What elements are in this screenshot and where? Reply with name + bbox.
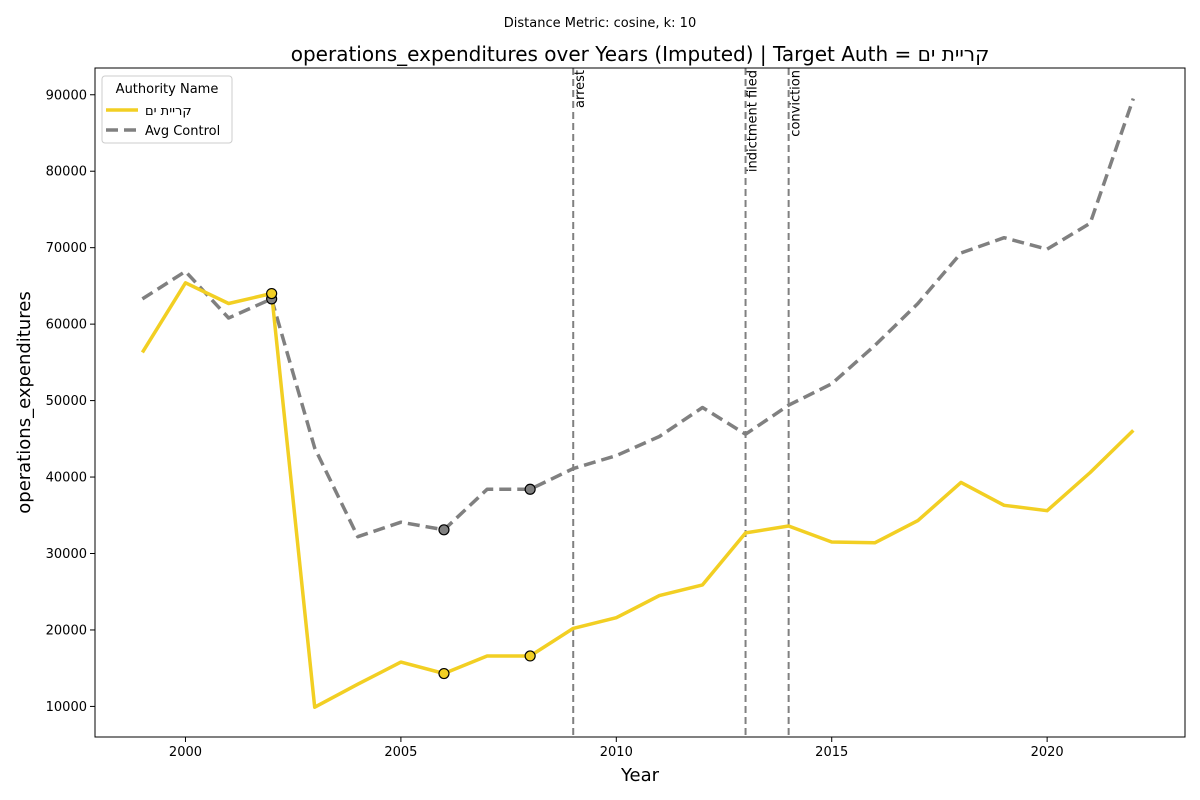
- legend-title: Authority Name: [116, 82, 219, 97]
- chart-title: operations_expenditures over Years (Impu…: [291, 42, 990, 66]
- event-label: conviction: [789, 70, 804, 137]
- x-tick-label: 2005: [384, 745, 417, 760]
- legend-entry-label: Avg Control: [145, 124, 220, 139]
- x-tick-label: 2015: [815, 745, 848, 760]
- event-label: arrest: [573, 70, 588, 108]
- y-tick-label: 70000: [46, 241, 87, 256]
- event-label: indictment filed: [746, 70, 761, 172]
- y-tick-label: 10000: [46, 700, 87, 715]
- y-tick-label: 60000: [46, 318, 87, 333]
- legend-box: [101, 75, 233, 144]
- y-tick-label: 50000: [46, 394, 87, 409]
- series-line-target: [140, 281, 1135, 709]
- x-axis-label: Year: [620, 765, 660, 786]
- imputed-point-avg-control: [524, 483, 536, 495]
- imputed-point-avg-control: [438, 524, 450, 536]
- series-line-avg-control: [141, 98, 1135, 539]
- x-tick-label: 2000: [169, 745, 202, 760]
- y-tick-label: 40000: [46, 471, 87, 486]
- imputed-point-target: [438, 667, 450, 680]
- axes: 2000 2005 2010 2015 2020 10000 20000 30000 40000…: [46, 88, 1064, 760]
- legend-entry-label: קריית ים: [145, 104, 192, 119]
- y-axis-label: operations_expenditures: [14, 291, 35, 513]
- plot-frame: [94, 67, 1186, 738]
- y-tick-label: 30000: [46, 547, 87, 562]
- plot-area: arrest indictment filed conviction: [140, 68, 1135, 737]
- y-tick-label: 80000: [46, 165, 87, 180]
- chart-suptitle: Distance Metric: cosine, k: 10: [504, 16, 696, 31]
- imputed-point-target: [266, 287, 278, 300]
- x-tick-label: 2010: [600, 745, 633, 760]
- y-tick-label: 90000: [46, 88, 87, 103]
- y-tick-label: 20000: [46, 623, 87, 638]
- imputed-point-target: [524, 650, 536, 662]
- legend: Authority Name קריית ים Avg Control: [101, 75, 233, 144]
- x-tick-label: 2020: [1031, 745, 1064, 760]
